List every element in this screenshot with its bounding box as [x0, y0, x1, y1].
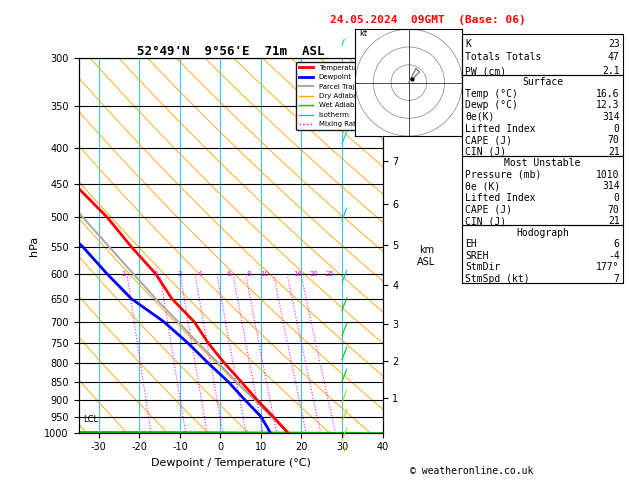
Text: 177°: 177° — [596, 262, 620, 272]
Text: CAPE (J): CAPE (J) — [465, 205, 513, 214]
Text: 3: 3 — [177, 271, 182, 277]
Text: CAPE (J): CAPE (J) — [465, 135, 513, 145]
Y-axis label: hPa: hPa — [29, 235, 39, 256]
Text: StmDir: StmDir — [465, 262, 501, 272]
Text: Lifted Index: Lifted Index — [465, 123, 536, 134]
Text: 25: 25 — [325, 271, 334, 277]
Text: -4: -4 — [608, 251, 620, 261]
Text: kt: kt — [359, 29, 367, 38]
Text: 1: 1 — [121, 271, 125, 277]
Text: 16.6: 16.6 — [596, 89, 620, 99]
Text: Pressure (mb): Pressure (mb) — [465, 170, 542, 180]
Text: LCL: LCL — [82, 416, 97, 424]
Text: Totals Totals: Totals Totals — [465, 52, 542, 63]
Text: Most Unstable: Most Unstable — [504, 158, 581, 168]
Text: 20: 20 — [309, 271, 318, 277]
Text: 23: 23 — [608, 39, 620, 49]
Text: 12.3: 12.3 — [596, 101, 620, 110]
Text: PW (cm): PW (cm) — [465, 66, 506, 76]
Text: θe(K): θe(K) — [465, 112, 495, 122]
Text: 314: 314 — [602, 112, 620, 122]
Text: 0: 0 — [614, 193, 620, 203]
Text: © weatheronline.co.uk: © weatheronline.co.uk — [410, 466, 533, 476]
Text: Dewp (°C): Dewp (°C) — [465, 101, 518, 110]
Text: 6: 6 — [614, 239, 620, 249]
Text: 7: 7 — [614, 274, 620, 284]
Text: 2.1: 2.1 — [602, 66, 620, 76]
Y-axis label: km
ASL: km ASL — [417, 245, 435, 267]
Text: 21: 21 — [608, 216, 620, 226]
Text: 70: 70 — [608, 135, 620, 145]
Text: Surface: Surface — [522, 77, 563, 87]
Text: 8: 8 — [247, 271, 251, 277]
Text: CIN (J): CIN (J) — [465, 147, 506, 156]
Text: 4: 4 — [198, 271, 203, 277]
Text: 47: 47 — [608, 52, 620, 63]
Text: 314: 314 — [602, 181, 620, 191]
Text: K: K — [465, 39, 471, 49]
Legend: Temperature, Dewpoint, Parcel Trajectory, Dry Adiabat, Wet Adiabat, Isotherm, Mi: Temperature, Dewpoint, Parcel Trajectory… — [296, 62, 379, 130]
Text: Lifted Index: Lifted Index — [465, 193, 536, 203]
Text: 21: 21 — [608, 147, 620, 156]
Text: CIN (J): CIN (J) — [465, 216, 506, 226]
Text: StmSpd (kt): StmSpd (kt) — [465, 274, 530, 284]
Text: 2: 2 — [153, 271, 158, 277]
Text: 70: 70 — [608, 205, 620, 214]
Text: Temp (°C): Temp (°C) — [465, 89, 518, 99]
X-axis label: Dewpoint / Temperature (°C): Dewpoint / Temperature (°C) — [150, 458, 311, 468]
Text: 16: 16 — [293, 271, 302, 277]
Text: 6: 6 — [226, 271, 231, 277]
Text: 10: 10 — [260, 271, 269, 277]
Text: 24.05.2024  09GMT  (Base: 06): 24.05.2024 09GMT (Base: 06) — [330, 15, 526, 25]
Title: 52°49'N  9°56'E  71m  ASL: 52°49'N 9°56'E 71m ASL — [137, 45, 325, 58]
Text: 1010: 1010 — [596, 170, 620, 180]
Text: Hodograph: Hodograph — [516, 227, 569, 238]
Text: 0: 0 — [614, 123, 620, 134]
Text: θe (K): θe (K) — [465, 181, 501, 191]
Text: EH: EH — [465, 239, 477, 249]
Text: SREH: SREH — [465, 251, 489, 261]
